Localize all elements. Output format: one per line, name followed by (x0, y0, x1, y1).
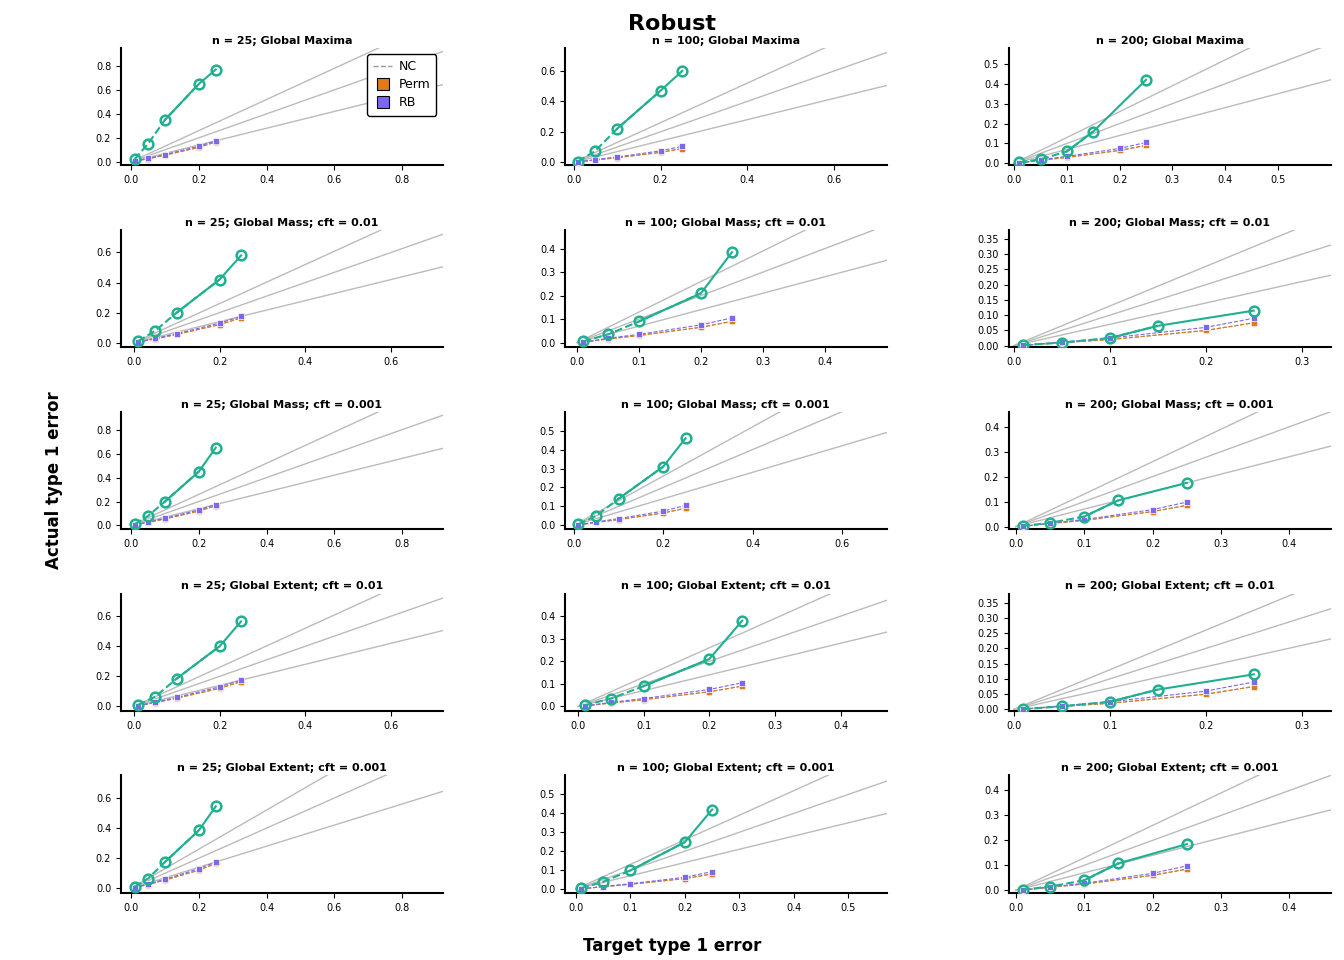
Title: n = 200; Global Extent; cft = 0.01: n = 200; Global Extent; cft = 0.01 (1064, 582, 1274, 591)
Title: n = 200; Global Mass; cft = 0.01: n = 200; Global Mass; cft = 0.01 (1070, 218, 1270, 228)
Title: n = 100; Global Mass; cft = 0.001: n = 100; Global Mass; cft = 0.001 (621, 399, 831, 410)
Title: n = 100; Global Extent; cft = 0.01: n = 100; Global Extent; cft = 0.01 (621, 582, 831, 591)
Title: n = 25; Global Mass; cft = 0.001: n = 25; Global Mass; cft = 0.001 (181, 399, 382, 410)
Text: Actual type 1 error: Actual type 1 error (44, 391, 63, 569)
Text: Robust: Robust (628, 14, 716, 35)
Title: n = 25; Global Mass; cft = 0.01: n = 25; Global Mass; cft = 0.01 (185, 218, 379, 228)
Title: n = 100; Global Extent; cft = 0.001: n = 100; Global Extent; cft = 0.001 (617, 763, 835, 774)
Title: n = 200; Global Mass; cft = 0.001: n = 200; Global Mass; cft = 0.001 (1066, 399, 1274, 410)
Title: n = 25; Global Maxima: n = 25; Global Maxima (211, 36, 352, 46)
Title: n = 200; Global Maxima: n = 200; Global Maxima (1095, 36, 1243, 46)
Legend: NC, Perm, RB: NC, Perm, RB (367, 55, 437, 116)
Title: n = 200; Global Extent; cft = 0.001: n = 200; Global Extent; cft = 0.001 (1060, 763, 1278, 774)
Title: n = 25; Global Extent; cft = 0.001: n = 25; Global Extent; cft = 0.001 (177, 763, 387, 774)
Title: n = 100; Global Maxima: n = 100; Global Maxima (652, 36, 800, 46)
Title: n = 100; Global Mass; cft = 0.01: n = 100; Global Mass; cft = 0.01 (625, 218, 827, 228)
Title: n = 25; Global Extent; cft = 0.01: n = 25; Global Extent; cft = 0.01 (180, 582, 383, 591)
Text: Target type 1 error: Target type 1 error (583, 937, 761, 954)
